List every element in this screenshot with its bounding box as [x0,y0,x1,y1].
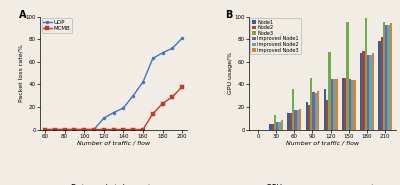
UDP [42,128,47,131]
X-axis label: Number of traffic / flow: Number of traffic / flow [286,140,359,145]
UDP [62,128,67,131]
MCMB [160,102,165,105]
MCMB [82,128,86,131]
Bar [353,80,356,130]
Bar [310,78,312,130]
MCMB [170,96,175,98]
Bar [315,93,317,130]
Bar [317,91,319,130]
Bar [328,52,331,130]
Bar [331,79,333,130]
UDP [111,111,116,114]
UDP [52,128,57,131]
Legend: UDP, MCMB: UDP, MCMB [42,18,72,33]
Bar [385,25,388,130]
Bar [308,105,310,130]
Bar [278,122,281,130]
UDP [150,57,155,60]
Bar [312,92,315,130]
Bar [380,37,383,130]
UDP [72,128,77,131]
Bar [360,53,362,130]
Bar [326,100,328,130]
UDP [180,37,185,39]
X-axis label: Number of traffic / flow: Number of traffic / flow [77,140,150,145]
Bar [383,22,385,130]
MCMB [62,128,67,131]
Text: A: A [20,10,27,20]
MCMB [52,128,57,131]
Bar [365,18,367,130]
Bar [333,79,335,130]
Bar [346,22,349,130]
Bar [306,102,308,130]
Text: GPU resource occupancy rate: GPU resource occupancy rate [266,184,379,185]
UDP [170,47,175,49]
Bar [296,110,299,130]
Text: B: B [225,10,233,20]
Bar [294,110,296,130]
Bar [349,79,351,130]
Bar [367,55,369,130]
Bar [362,51,365,130]
Bar [344,78,346,130]
Line: UDP: UDP [43,37,184,131]
MCMB [140,128,145,131]
Bar [324,89,326,130]
MCMB [150,113,155,115]
MCMB [111,128,116,131]
Bar [272,124,274,130]
Legend: Node1, Node2, Node3, Improved Node1, Improved Node2, Improved Node3: Node1, Node2, Node3, Improved Node1, Imp… [250,18,300,54]
Bar [351,80,353,130]
Bar [290,112,292,130]
Bar [390,23,392,130]
UDP [101,117,106,119]
UDP [121,107,126,109]
MCMB [72,128,77,131]
MCMB [42,128,47,131]
UDP [131,95,136,97]
Text: Data packet drop rate: Data packet drop rate [71,184,156,185]
Line: MCMB: MCMB [43,85,184,131]
MCMB [180,85,185,88]
Bar [292,89,294,130]
Y-axis label: GPU usage/%: GPU usage/% [228,52,233,94]
MCMB [101,128,106,131]
Bar [281,120,283,130]
UDP [82,128,86,131]
Bar [372,53,374,130]
Bar [369,55,372,130]
Bar [269,124,272,130]
Y-axis label: Packet loss rate/%: Packet loss rate/% [19,44,24,102]
UDP [140,81,145,83]
MCMB [92,128,96,131]
Bar [342,78,344,130]
UDP [160,52,165,54]
Bar [287,112,290,130]
Bar [274,115,276,130]
Bar [388,25,390,130]
Bar [299,109,301,130]
MCMB [121,128,126,131]
Bar [335,79,338,130]
Bar [378,41,380,130]
MCMB [131,128,136,131]
Bar [276,122,278,130]
UDP [92,128,96,131]
